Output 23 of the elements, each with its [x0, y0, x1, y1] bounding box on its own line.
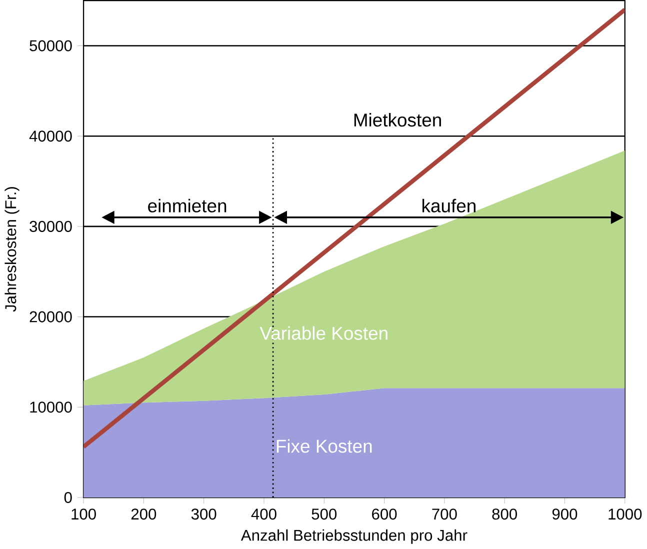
x-tick-label: 500: [312, 508, 337, 520]
x-tick-label: 200: [131, 508, 156, 520]
y-tick-label: 10000: [30, 402, 72, 413]
x-tick-label: 800: [492, 508, 517, 520]
x-tick-label: 300: [191, 508, 216, 520]
x-axis-title: Anzahl Betriebsstunden pro Jahr: [240, 530, 468, 544]
y-tick-label: 30000: [30, 221, 72, 232]
y-tick-label: 20000: [30, 311, 72, 322]
y-tick-label: 0: [64, 492, 72, 504]
annotation: einmieten: [148, 198, 226, 213]
y-tick-label: 50000: [30, 40, 72, 52]
x-tick-label: 900: [552, 508, 578, 520]
series-label: Fixe Kosten: [276, 439, 372, 453]
x-tick-label: 700: [432, 508, 457, 520]
x-tick-label: 400: [251, 508, 276, 520]
series-label: Variable Kosten: [260, 326, 388, 340]
x-tick-label: 100: [72, 508, 96, 520]
annotation: kaufen: [422, 198, 476, 213]
series-label: Mietkosten: [354, 113, 441, 127]
x-tick-label: 1000: [608, 508, 642, 520]
y-axis-title: Jahreskosten (Fr.): [4, 187, 20, 312]
x-tick-label: 600: [372, 508, 397, 520]
y-tick-label: 40000: [29, 130, 72, 142]
